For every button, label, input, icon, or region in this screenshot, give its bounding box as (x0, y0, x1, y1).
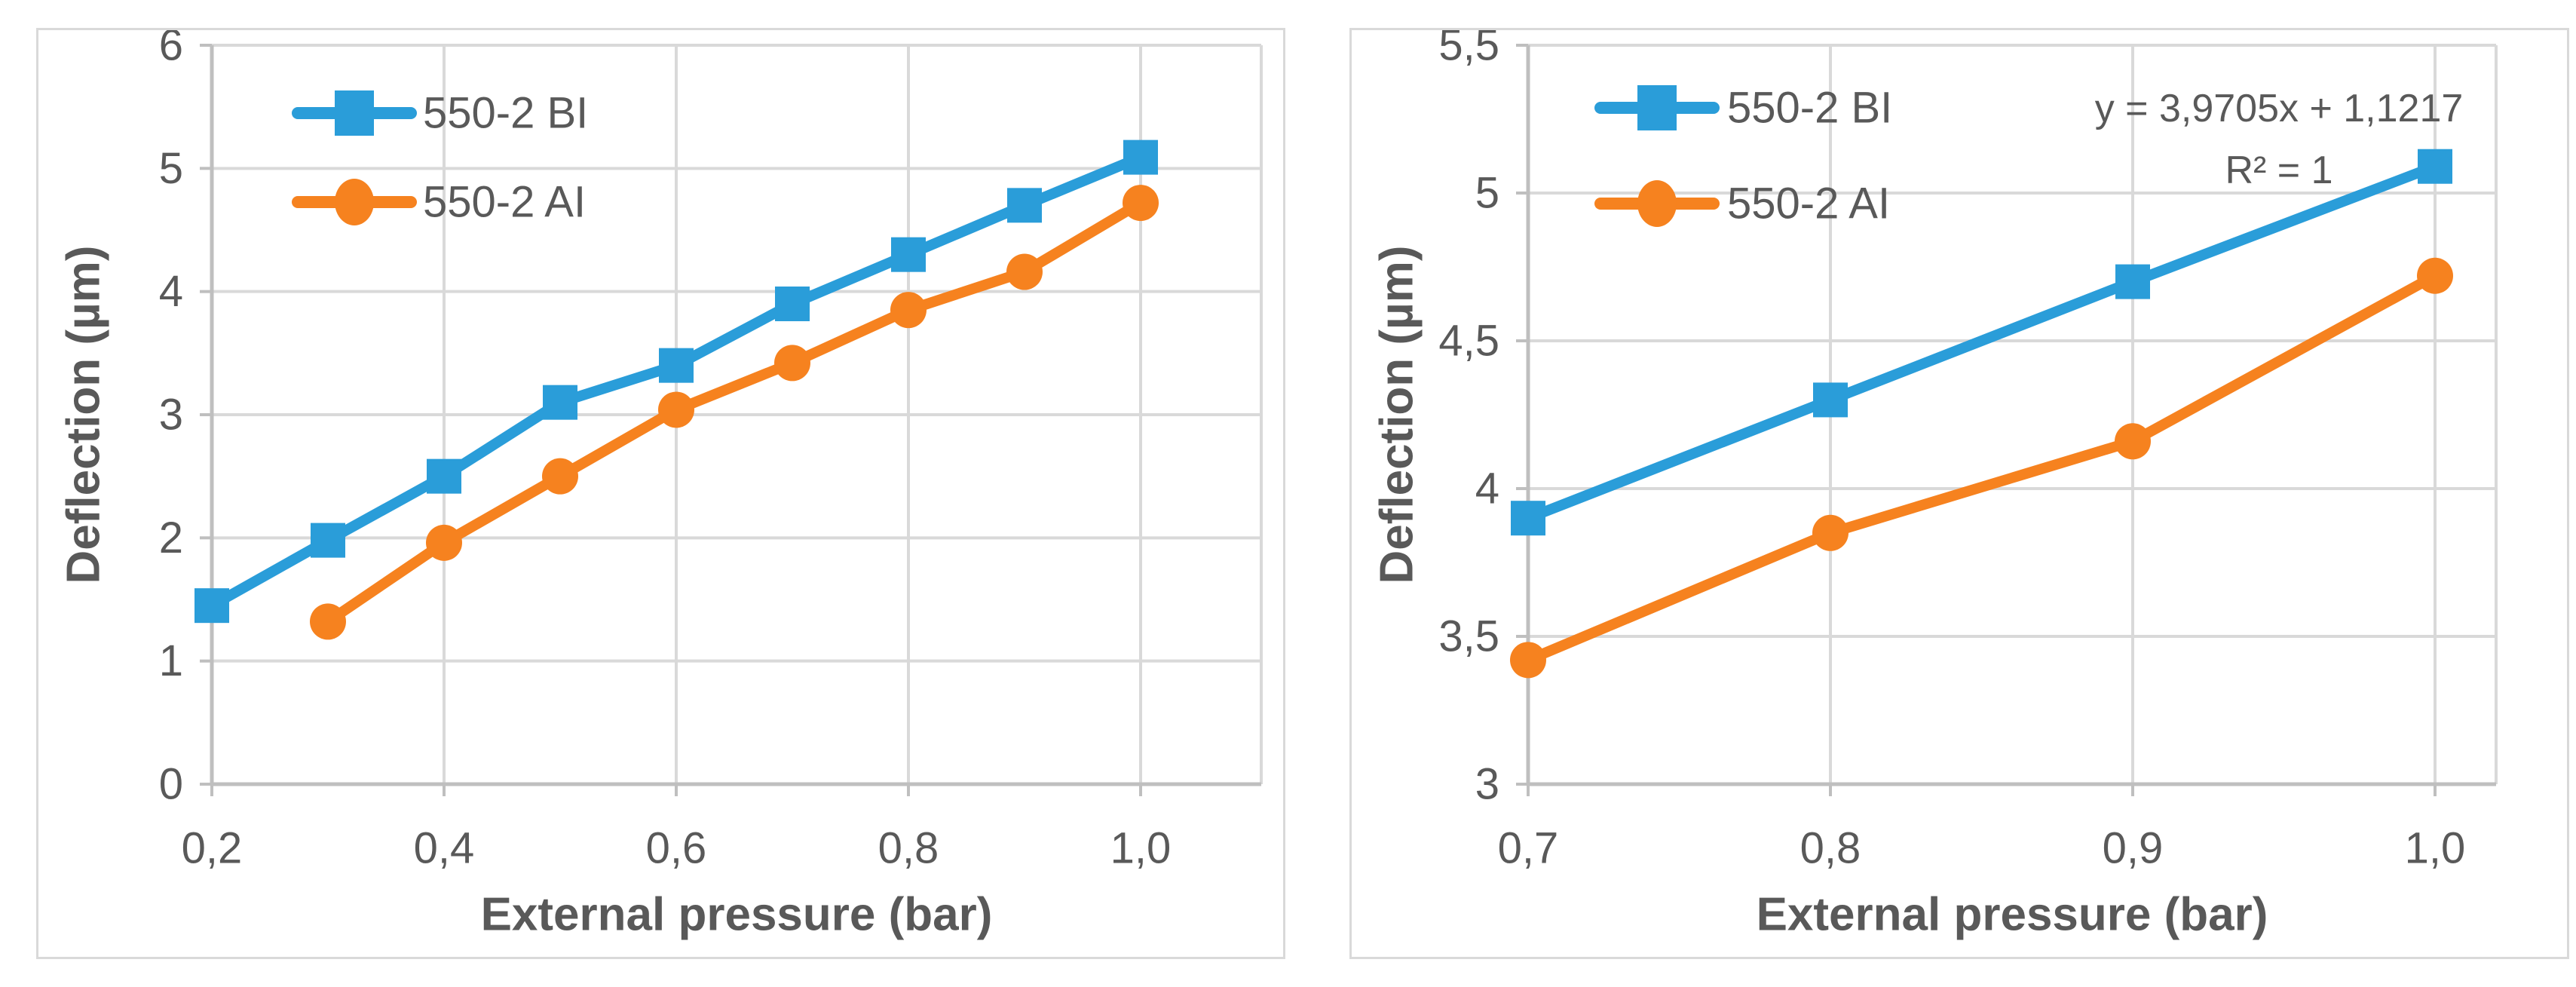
x-axis-title: External pressure (bar) (481, 889, 993, 941)
x-tick-label: 1,0 (2405, 824, 2466, 873)
chart-canvas-left: 0,2 0,4 0,6 0,8 1,0 0 1 2 3 4 5 6 External pressure … (58, 30, 1263, 941)
data-point-square (543, 385, 577, 420)
y-tick-label: 4,5 (1438, 317, 1499, 366)
x-tick-label: 0,9 (2103, 824, 2164, 873)
legend-label: 550-2 AI (423, 178, 586, 227)
legend-item: 550-2 AI (292, 178, 586, 227)
data-point-square (1511, 501, 1545, 536)
chart-panel-left: 0,2 0,4 0,6 0,8 1,0 0 1 2 3 4 5 6 External pressure … (36, 28, 1285, 959)
legend: 550-2 BI 550-2 AI (292, 89, 588, 227)
legend-label: 550-2 BI (1727, 84, 1892, 133)
series-line-orange (1523, 270, 2440, 666)
y-tick-label: 4 (159, 267, 183, 316)
y-tick-label: 3,5 (1438, 612, 1499, 661)
data-point-circle (1006, 253, 1043, 290)
y-tick-label: 0 (159, 760, 183, 809)
y-tick-label: 4 (1475, 464, 1499, 513)
data-point-square (195, 588, 229, 624)
y-tick-label: 3 (159, 391, 183, 440)
data-point-square (775, 287, 810, 321)
x-tick-label: 0,4 (414, 824, 475, 873)
data-point-circle (2115, 423, 2151, 460)
y-axis-title: Deflection (µm) (58, 245, 110, 584)
x-tick-label: 0,7 (1498, 824, 1559, 873)
x-tick-label: 1,0 (1110, 824, 1172, 873)
legend-label: 550-2 AI (1727, 179, 1890, 228)
legend-marker-square (335, 90, 374, 136)
legend-item: 550-2 BI (292, 89, 588, 138)
x-tick-label: 0,8 (1800, 824, 1861, 873)
y-tick-label: 5 (1475, 169, 1499, 218)
data-point-square (1007, 188, 1042, 223)
y-tick-label: 5,5 (1438, 30, 1499, 70)
data-point-square (1813, 382, 1848, 418)
trendline-equation: y = 3,9705x + 1,1217 (2095, 87, 2464, 130)
data-point-circle (890, 292, 927, 329)
y-tick-label: 2 (159, 513, 183, 562)
series-line-orange (323, 198, 1146, 627)
y-tick-label: 1 (159, 636, 183, 685)
series-line-blue (1523, 161, 2440, 524)
data-point-circle (774, 345, 810, 382)
legend-label: 550-2 BI (423, 89, 588, 138)
y-tick-label: 6 (159, 30, 183, 70)
data-point-square (891, 237, 926, 272)
chart-canvas-right: 0,7 0,8 0,9 1,0 3 3,5 4 4,5 5 5,5 External pressur… (1371, 30, 2498, 941)
y-tick-label: 3 (1475, 760, 1499, 809)
data-point-circle (1510, 642, 1546, 679)
x-axis-title: External pressure (bar) (1757, 889, 2268, 941)
chart-panel-right: 0,7 0,8 0,9 1,0 3 3,5 4 4,5 5 5,5 External pressur… (1349, 28, 2569, 959)
data-point-circle (658, 391, 694, 428)
legend-marker-circle (335, 179, 374, 225)
data-point-circle (426, 524, 462, 561)
data-point-circle (2417, 257, 2453, 294)
y-axis-title: Deflection (µm) (1371, 245, 1423, 584)
data-point-square (2115, 264, 2150, 299)
legend-marker-square (1637, 85, 1677, 130)
data-point-square (2418, 149, 2452, 184)
data-point-circle (1123, 185, 1159, 222)
x-tick-label: 0,2 (182, 824, 243, 873)
data-point-square (1123, 139, 1158, 175)
legend-item: 550-2 BI (1594, 84, 1892, 133)
data-point-circle (542, 458, 578, 495)
x-tick-label: 0,6 (646, 824, 707, 873)
data-point-circle (310, 603, 346, 640)
data-point-square (659, 348, 694, 383)
x-tick-label: 0,8 (878, 824, 939, 873)
data-point-square (311, 523, 345, 558)
legend: 550-2 BI 550-2 AI (1594, 84, 1892, 228)
legend-marker-circle (1637, 180, 1677, 227)
r-squared-label: R² = 1 (2225, 149, 2332, 192)
data-point-square (427, 458, 461, 494)
y-tick-label: 5 (159, 144, 183, 193)
data-point-circle (1812, 514, 1849, 551)
legend-item: 550-2 AI (1594, 179, 1890, 228)
